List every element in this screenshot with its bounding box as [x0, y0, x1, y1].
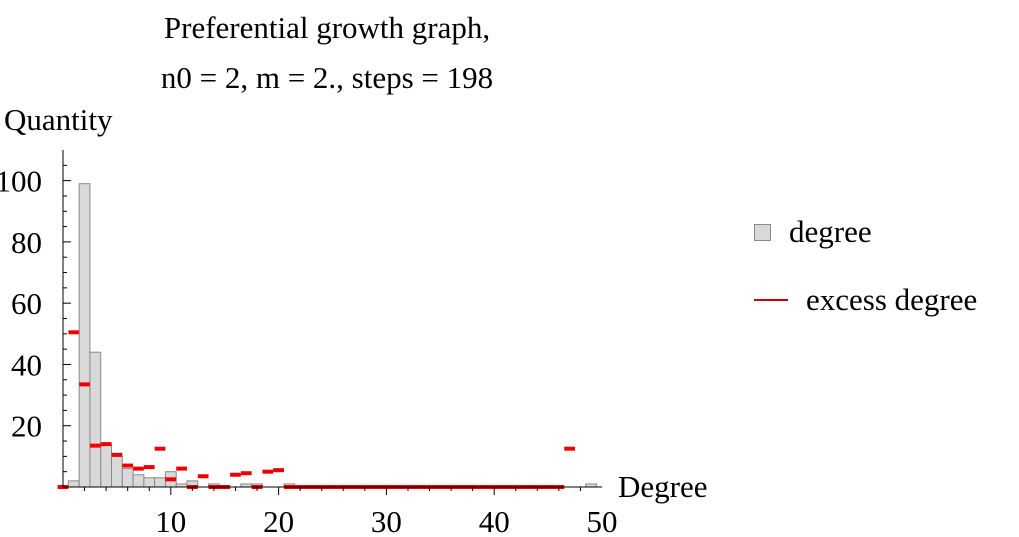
x-tick-label: 20	[263, 504, 294, 537]
degree-bar	[121, 468, 134, 488]
legend-item-degree: degree	[754, 212, 977, 252]
x-axis-label: Degree	[618, 469, 708, 504]
excess-degree-layer	[57, 330, 576, 489]
degree-bar	[100, 443, 113, 488]
degree-bar	[89, 351, 102, 488]
degree-bar	[111, 455, 123, 488]
y-axis-label: Quantity	[4, 102, 113, 137]
y-tick-label: 20	[11, 409, 42, 444]
bars-layer	[67, 183, 598, 488]
x-tick-label: 40	[479, 504, 510, 537]
legend: degree excess degree	[754, 212, 977, 348]
chart-title-line-1: Preferential growth graph,	[163, 10, 491, 45]
degree-bar	[78, 183, 91, 488]
y-tick-label: 60	[11, 286, 42, 321]
degree-bar	[67, 480, 80, 488]
chart-title-line-2: n0 = 2, m = 2., steps = 198	[160, 60, 494, 95]
legend-item-excess-degree: excess degree	[754, 280, 977, 320]
legend-label-degree: degree	[789, 214, 872, 249]
degree-bar	[132, 474, 145, 488]
legend-label-excess-degree: excess degree	[806, 282, 978, 317]
y-tick-label: 100	[0, 164, 42, 199]
x-tick-label: 10	[155, 504, 186, 537]
legend-swatch-excess-degree	[754, 299, 788, 301]
ticks-layer: 10 20 30 40 50 20 40 60 80 100	[0, 164, 618, 537]
degree-bar	[143, 477, 156, 488]
legend-swatch-degree	[754, 223, 771, 241]
y-tick-label: 80	[11, 225, 42, 260]
x-tick-label: 50	[587, 504, 618, 537]
y-tick-label: 40	[11, 347, 42, 382]
degree-bar	[154, 477, 166, 488]
x-tick-label: 30	[371, 504, 402, 537]
